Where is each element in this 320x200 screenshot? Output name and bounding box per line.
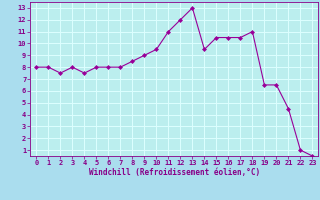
X-axis label: Windchill (Refroidissement éolien,°C): Windchill (Refroidissement éolien,°C): [89, 168, 260, 177]
